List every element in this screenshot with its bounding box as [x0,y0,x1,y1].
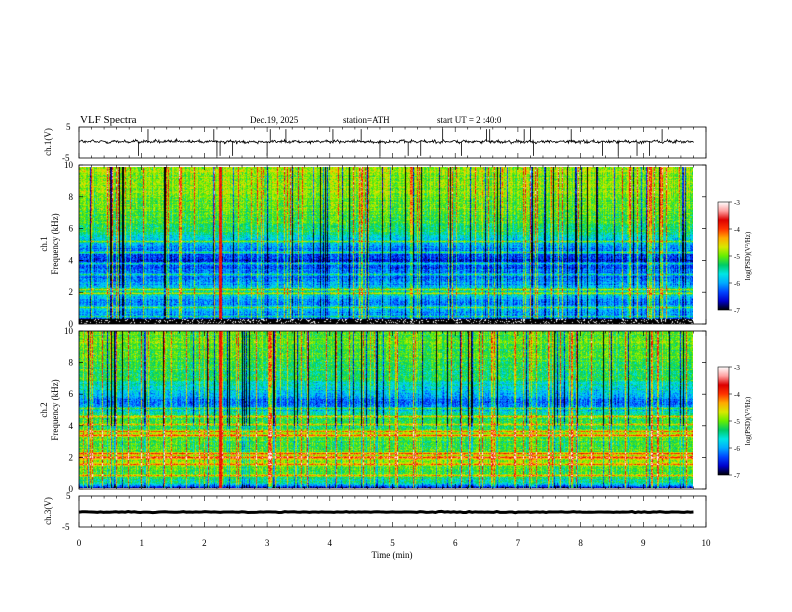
ch1-colorbar-label: log(PSD)(V²/Hz) [744,231,752,280]
ch1-spec-ylabel-line1: ch.1 [39,236,49,251]
ch1-ylabel: ch.1(V) [43,128,53,156]
ch1-colorbar-tick-label: -5 [734,253,740,261]
figure-title: VLF Spectra [80,114,137,126]
ch2-colorbar-tick-label: -4 [734,391,740,399]
x-tick-label: 8 [578,538,583,548]
ch2-spec-ytick-label: 10 [64,326,74,336]
x-tick-label: 10 [702,538,712,548]
ch2-spectrogram-image [79,331,693,488]
ch3-ylabel: ch.3(V) [43,497,53,525]
ch1-spec-ylabel-line2: Frequency (kHz) [50,213,60,274]
ch1-colorbar-tick-label: -6 [734,280,740,288]
ch1-spec-ylabel-freq: Frequency (kHz) [50,213,60,274]
ch2-spec-ylabel-line1: ch.2 [39,402,49,417]
ch2-spec-ytick-label: 8 [69,358,74,368]
ch1-spec-ytick-label: 6 [69,224,74,234]
ch1-spec-ytick-label: 10 [64,160,74,170]
ch2-spec-ylabel-line2: Frequency (kHz) [50,379,60,440]
ch3-waveform-panel: 5 -5 ch.3(V) [43,491,707,532]
ch2-spec-ylabel-channel: ch.2 [39,402,49,417]
ch1-spec-ytick-label: 8 [69,192,74,202]
ch1-spec-ylabel-channel: ch.1 [39,236,49,251]
ch1-colorbar-tick-label: -3 [734,199,740,207]
x-tick-label: 3 [265,538,270,548]
ch2-spec-yticks: 0 2 4 6 8 10 [64,326,706,494]
ch3-ytick-bottom: -5 [62,522,70,532]
ch1-colorbar-ticks: -3 -4 -5 -6 -7 [729,199,740,315]
x-tick-label: 5 [390,538,395,548]
ch1-colorbar-tick-label: -7 [734,307,740,315]
x-tick-label: 2 [202,538,207,548]
x-tick-label: 0 [77,538,82,548]
ch2-colorbar-ticks: -3 -4 -5 -6 -7 [729,364,740,480]
ch3-ytick-top: 5 [66,491,71,501]
ch1-colorbar-tick-label: -4 [734,226,740,234]
x-tick-label: 4 [328,538,333,548]
ch1-waveform-panel: 5 -5 ch.1(V) [43,122,707,163]
x-axis-label: Time (min) [372,550,413,560]
ch2-colorbar-tick-label: -3 [734,364,740,372]
ch1-spectrogram-image [79,167,693,324]
ch1-spectrogram-panel: 0 2 4 6 8 10 ch.1 Frequency (kHz) -3 -4 -5 -6 -7 … [39,160,752,329]
ch1-spec-ytick-label: 0 [69,319,74,329]
ch1-ytick-top: 5 [66,122,71,132]
station-label: station=ATH [343,115,390,125]
x-tick-label: 1 [139,538,144,548]
ch1-colorbar-bar [717,201,730,311]
ch2-spectrogram-panel: 0 2 4 6 8 10 ch.2 Frequency (kHz) -3 -4 -5 -6 -7 … [39,326,752,494]
ch2-spec-ytick-label: 6 [69,389,74,399]
ch1-trace [78,129,694,156]
ch2-colorbar-tick-label: -7 [734,472,740,480]
ch2-colorbar-label: log(PSD)(V²/Hz) [744,396,752,445]
ch2-spec-ytick-label: 4 [69,421,74,431]
ch2-spec-ylabel-freq: Frequency (kHz) [50,379,60,440]
date-label: Dec.19, 2025 [250,115,299,125]
x-tick-label: 9 [641,538,646,548]
ch2-colorbar: -3 -4 -5 -6 -7 log(PSD)(V²/Hz) [717,364,752,480]
x-axis-ticks [78,127,707,527]
x-axis-tick-labels: 0 1 2 3 4 5 6 7 8 9 10 [77,538,711,548]
ch3-trace [78,509,694,515]
start-ut-label: start UT = 2 :40:0 [437,115,502,125]
x-tick-label: 7 [516,538,521,548]
ch1-spec-ytick-label: 4 [69,255,74,265]
ch2-spec-ytick-label: 0 [69,484,74,494]
ch1-colorbar: -3 -4 -5 -6 -7 log(PSD)(V²/Hz) [717,199,752,315]
ch2-colorbar-tick-label: -6 [734,445,740,453]
ch1-spec-ytick-label: 2 [69,287,74,297]
ch2-colorbar-bar [717,366,730,476]
ch1-ytick-bottom: -5 [62,153,70,163]
ch2-colorbar-tick-label: -5 [734,418,740,426]
ch1-spec-yticks: 0 2 4 6 8 10 [64,160,706,329]
ch2-spec-ytick-label: 2 [69,452,74,462]
x-tick-label: 6 [453,538,458,548]
